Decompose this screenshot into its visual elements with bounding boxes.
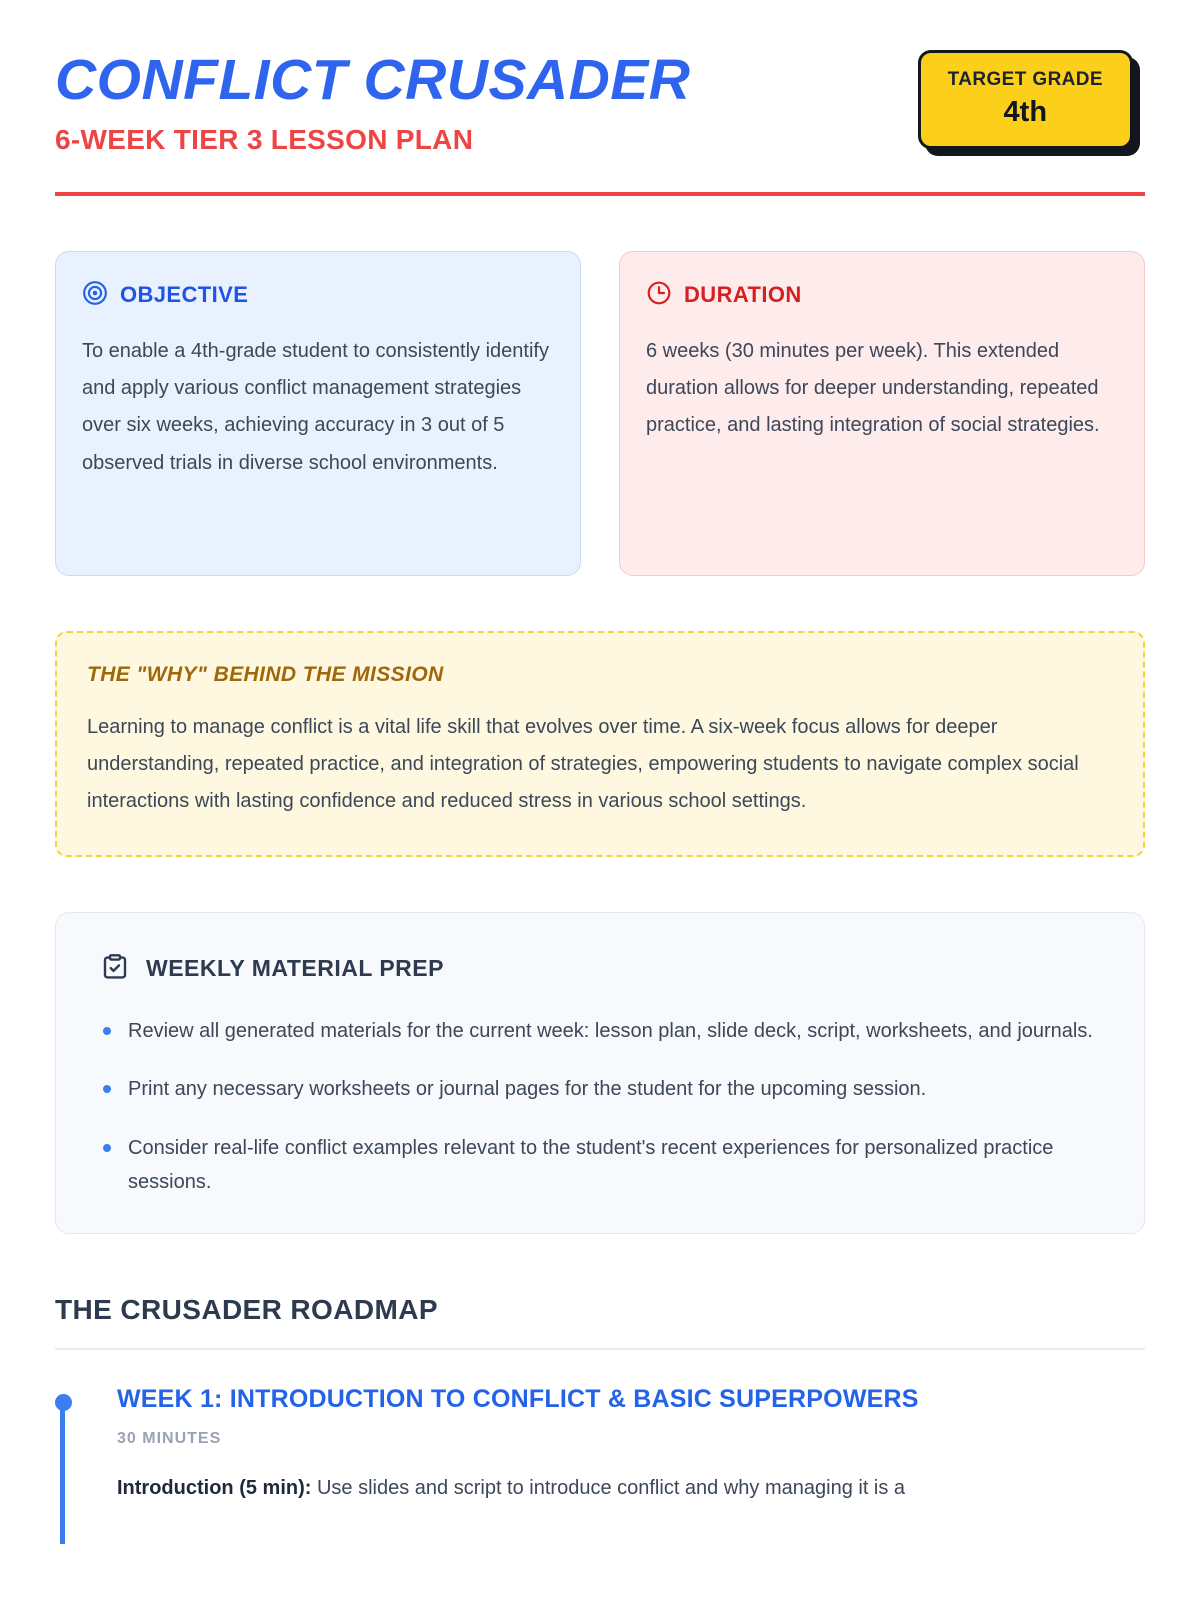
objective-card: OBJECTIVE To enable a 4th-grade student … <box>55 250 581 576</box>
why-callout: THE "WHY" BEHIND THE MISSION Learning to… <box>55 630 1145 857</box>
clipboard-check-icon <box>100 951 130 986</box>
page-subtitle: 6-WEEK TIER 3 LESSON PLAN <box>55 123 474 155</box>
objective-card-header: OBJECTIVE <box>82 280 554 311</box>
duration-card-body: 6 weeks (30 minutes per week). This exte… <box>646 339 1100 437</box>
weekly-material-prep-header: WEEKLY MATERIAL PREP <box>100 951 1108 986</box>
timeline-week-paragraph: Introduction (5 min): Use slides and scr… <box>117 1472 1145 1504</box>
target-grade-label: TARGET GRADE <box>947 69 1103 90</box>
weekly-material-prep-title: WEEKLY MATERIAL PREP <box>146 954 444 981</box>
roadmap-divider <box>55 1348 1145 1350</box>
list-item: Consider real-life conflict examples rel… <box>100 1131 1108 1200</box>
target-grade-value: 4th <box>1003 96 1048 128</box>
roadmap-timeline: WEEK 1: INTRODUCTION TO CONFLICT & BASIC… <box>55 1384 1145 1545</box>
page-header: CONFLICT CRUSADER 6-WEEK TIER 3 LESSON P… <box>55 44 1145 156</box>
timeline-week-title: WEEK 1: INTRODUCTION TO CONFLICT & BASIC… <box>117 1384 919 1413</box>
why-callout-text: Learning to manage conflict is a vital l… <box>87 715 1079 813</box>
weekly-material-prep-list: Review all generated materials for the c… <box>100 1014 1108 1200</box>
target-grade-badge: TARGET GRADE 4th <box>917 50 1133 149</box>
timeline-paragraph-rest: Use slides and script to introduce confl… <box>311 1477 906 1500</box>
timeline-week-1: WEEK 1: INTRODUCTION TO CONFLICT & BASIC… <box>55 1384 1145 1545</box>
objective-card-body: To enable a 4th-grade student to consist… <box>82 339 549 474</box>
duration-card-title: DURATION <box>684 282 802 308</box>
page-title: CONFLICT CRUSADER <box>55 48 691 112</box>
summary-card-row: OBJECTIVE To enable a 4th-grade student … <box>55 250 1145 576</box>
duration-card: DURATION 6 weeks (30 minutes per week). … <box>619 250 1145 576</box>
objective-card-title: OBJECTIVE <box>120 282 249 308</box>
header-titles: CONFLICT CRUSADER 6-WEEK TIER 3 LESSON P… <box>55 44 690 156</box>
duration-card-header: DURATION <box>646 280 1118 311</box>
timeline-dot <box>55 1393 72 1411</box>
clock-icon <box>646 280 672 311</box>
list-item: Print any necessary worksheets or journa… <box>100 1072 1108 1106</box>
list-item: Review all generated materials for the c… <box>100 1014 1108 1048</box>
roadmap-heading: THE CRUSADER ROADMAP <box>55 1294 438 1326</box>
weekly-material-prep-card: WEEKLY MATERIAL PREP Review all generate… <box>55 911 1145 1235</box>
why-callout-title: THE "WHY" BEHIND THE MISSION <box>87 662 444 686</box>
timeline-week-duration: 30 MINUTES <box>117 1430 222 1448</box>
target-icon <box>82 280 108 311</box>
header-divider <box>55 191 1145 196</box>
timeline-paragraph-lead: Introduction (5 min): <box>117 1477 312 1500</box>
timeline-line <box>60 1403 65 1545</box>
